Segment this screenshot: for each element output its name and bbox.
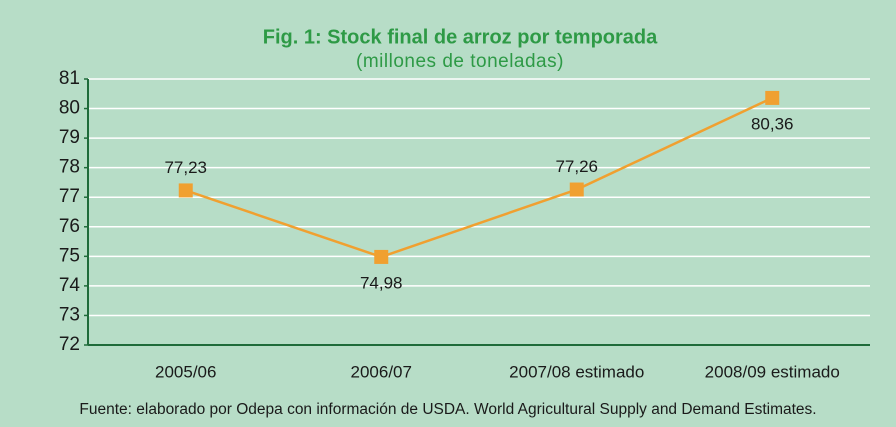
marker bbox=[374, 249, 389, 264]
value-label: 74,98 bbox=[360, 273, 403, 292]
y-tick-label: 78 bbox=[59, 157, 80, 178]
value-label: 80,36 bbox=[751, 114, 794, 133]
marker bbox=[765, 90, 780, 105]
value-label: 77,26 bbox=[555, 157, 598, 176]
source-note: Fuente: elaborado por Odepa con informac… bbox=[79, 401, 816, 418]
x-tick-label: 2006/07 bbox=[351, 362, 412, 381]
x-tick-label: 2005/06 bbox=[155, 362, 216, 381]
x-tick-label: 2007/08 estimado bbox=[509, 362, 644, 381]
y-tick-label: 80 bbox=[59, 98, 80, 119]
chart-title: Fig. 1: Stock final de arroz por tempora… bbox=[263, 26, 658, 48]
x-tick-label: 2008/09 estimado bbox=[705, 362, 840, 381]
y-tick-label: 72 bbox=[59, 334, 80, 355]
y-tick-label: 81 bbox=[59, 68, 80, 89]
chart-subtitle: (millones de toneladas) bbox=[356, 51, 564, 72]
y-tick-label: 75 bbox=[59, 245, 80, 266]
marker bbox=[178, 183, 193, 198]
y-tick-label: 76 bbox=[59, 216, 80, 237]
y-tick-label: 79 bbox=[59, 127, 80, 148]
line bbox=[185, 96, 773, 259]
y-tick-label: 73 bbox=[59, 304, 80, 325]
y-tick-label: 77 bbox=[59, 186, 80, 207]
value-label: 77,23 bbox=[164, 158, 207, 177]
y-tick-label: 74 bbox=[59, 275, 81, 296]
marker bbox=[569, 182, 584, 197]
